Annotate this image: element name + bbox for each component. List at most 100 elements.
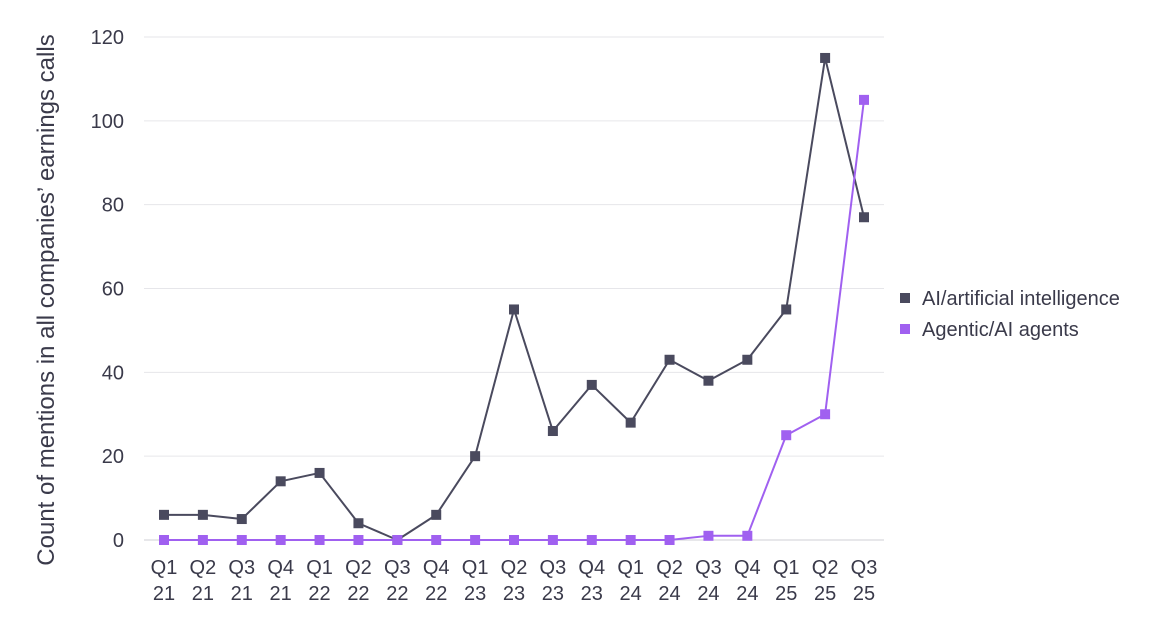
- x-tick-label: Q2 25: [812, 557, 839, 605]
- x-tick-quarter: Q2: [501, 557, 528, 579]
- x-tick-label: Q1 21: [151, 557, 178, 605]
- x-tick-label: Q2 23: [501, 557, 528, 605]
- data-point: [547, 535, 558, 545]
- x-tick-label: Q1 22: [306, 557, 333, 605]
- x-tick-quarter: Q4: [578, 557, 605, 579]
- gridlines: [144, 36, 884, 541]
- x-tick-label: Q4 22: [423, 557, 450, 605]
- data-point: [197, 509, 208, 520]
- x-tick-quarter: Q3: [540, 557, 567, 579]
- data-point: [820, 409, 831, 420]
- series-0: [159, 52, 869, 545]
- x-tick-label: Q4 21: [267, 557, 294, 605]
- legend-label-agentic: Agentic/AI agents: [922, 319, 1079, 341]
- x-tick-year: 22: [386, 583, 408, 605]
- data-point: [353, 518, 364, 529]
- y-tick-label: 100: [91, 111, 124, 133]
- legend-label-ai: AI/artificial intelligence: [922, 288, 1120, 310]
- x-tick-year: 23: [581, 583, 603, 605]
- data-point: [664, 535, 675, 545]
- data-point: [625, 535, 636, 545]
- x-tick-quarter: Q2: [190, 557, 217, 579]
- data-point: [703, 530, 714, 541]
- x-tick-quarter: Q4: [267, 557, 294, 579]
- x-tick-year: 24: [620, 583, 642, 605]
- x-tick-quarter: Q4: [423, 557, 450, 579]
- series-line: [164, 99, 865, 541]
- data-point: [781, 304, 792, 315]
- data-point: [470, 535, 481, 545]
- y-tick-label: 120: [91, 27, 124, 49]
- x-tick-year: 22: [347, 583, 369, 605]
- data-point: [314, 535, 325, 545]
- data-point: [742, 354, 753, 365]
- x-tick-year: 24: [697, 583, 719, 605]
- data-point: [236, 514, 247, 525]
- data-point: [586, 379, 597, 390]
- x-tick-label: Q2 22: [345, 557, 372, 605]
- data-point: [586, 535, 597, 545]
- data-point: [353, 535, 364, 545]
- data-point: [742, 530, 753, 541]
- x-tick-quarter: Q1: [617, 557, 644, 579]
- x-tick-quarter: Q3: [851, 557, 878, 579]
- y-tick-label: 80: [102, 195, 124, 217]
- legend-swatch-agentic: [900, 324, 910, 334]
- y-axis-label: Count of mentions in all companies’ earn…: [33, 34, 60, 565]
- data-point: [664, 354, 675, 365]
- x-tick-quarter: Q1: [306, 557, 333, 579]
- data-point: [431, 535, 442, 545]
- x-tick-label: Q1 24: [617, 557, 644, 605]
- y-tick-label: 20: [102, 446, 124, 468]
- data-point: [275, 476, 286, 487]
- x-tick-quarter: Q3: [384, 557, 411, 579]
- data-point: [625, 417, 636, 428]
- data-point: [509, 535, 519, 545]
- data-point: [314, 467, 325, 478]
- legend-swatch-ai: [900, 293, 910, 303]
- x-tick-year: 22: [425, 583, 447, 605]
- data-point: [236, 535, 247, 545]
- data-point: [159, 535, 169, 545]
- data-point: [392, 535, 403, 545]
- x-tick-year: 25: [775, 583, 797, 605]
- x-tick-quarter: Q3: [695, 557, 722, 579]
- x-tick-quarter: Q2: [812, 557, 839, 579]
- y-tick-label: 60: [102, 279, 124, 301]
- x-tick-label: Q1 25: [773, 557, 800, 605]
- x-tick-year: 22: [308, 583, 330, 605]
- x-tick-label: Q1 23: [462, 557, 489, 605]
- x-tick-year: 21: [270, 583, 292, 605]
- y-tick-label: 0: [113, 530, 124, 552]
- x-tick-quarter: Q2: [656, 557, 683, 579]
- x-tick-label: Q3 25: [851, 557, 878, 605]
- x-tick-year: 21: [153, 583, 175, 605]
- x-tick-year: 21: [231, 583, 253, 605]
- y-tick-label: 40: [102, 362, 124, 384]
- x-tick-label: Q2 24: [656, 557, 683, 605]
- x-tick-label: Q3 23: [540, 557, 567, 605]
- data-point: [275, 535, 286, 545]
- x-tick-label: Q2 21: [190, 557, 217, 605]
- data-point: [820, 52, 831, 63]
- x-tick-quarter: Q3: [228, 557, 255, 579]
- data-point: [197, 535, 208, 545]
- x-tick-year: 23: [464, 583, 486, 605]
- x-tick-quarter: Q1: [151, 557, 178, 579]
- data-point: [470, 451, 481, 462]
- x-tick-year: 23: [503, 583, 525, 605]
- legend: AI/artificial intelligence Agentic/AI ag…: [900, 288, 1120, 341]
- x-tick-year: 24: [658, 583, 680, 605]
- series-line: [164, 56, 865, 541]
- x-tick-label: Q4 24: [734, 557, 761, 605]
- x-tick-year: 24: [736, 583, 758, 605]
- x-tick-year: 25: [814, 583, 836, 605]
- data-point: [781, 430, 792, 441]
- y-axis-ticks: 0 20 40 60 80 100 120: [91, 27, 124, 552]
- x-tick-year: 25: [853, 583, 875, 605]
- x-tick-year: 21: [192, 583, 214, 605]
- series-1: [159, 94, 869, 545]
- x-tick-label: Q3 22: [384, 557, 411, 605]
- data-point: [431, 509, 442, 520]
